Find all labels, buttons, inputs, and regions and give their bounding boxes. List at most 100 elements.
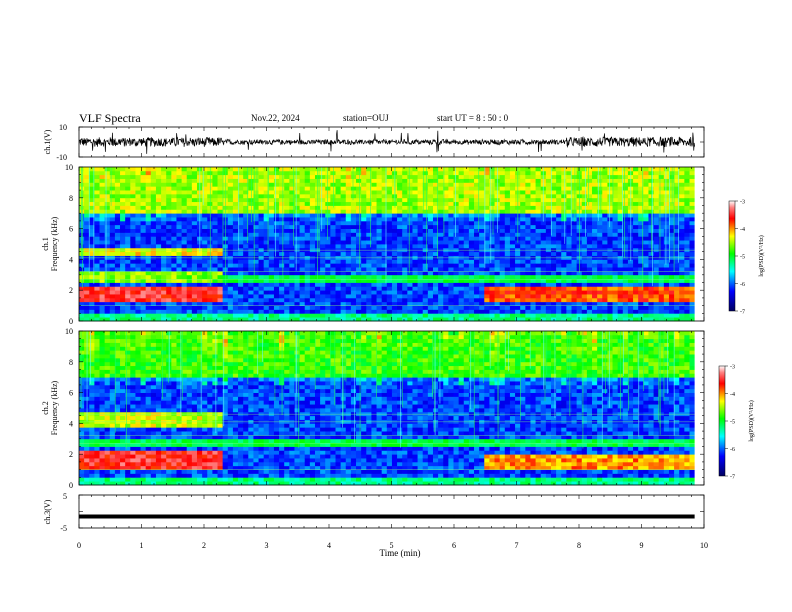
spectrogram-cell <box>232 317 239 322</box>
spectrogram-cell <box>622 174 629 179</box>
spectrogram-cell <box>253 317 259 322</box>
spectrogram-cell <box>294 251 300 256</box>
spectrogram-cell <box>340 270 347 276</box>
spectrogram-cell <box>279 290 285 295</box>
spectrogram-cell <box>309 197 316 203</box>
spectrogram-cell <box>109 236 116 241</box>
spectrogram-cell <box>597 228 603 233</box>
spectrogram-cell <box>607 167 613 172</box>
spectrogram-cell <box>140 209 147 214</box>
spectrogram-cell <box>427 278 434 283</box>
spectrogram-cell <box>633 301 639 306</box>
spectrogram-cell <box>586 232 593 237</box>
spectrogram-cell <box>566 290 572 295</box>
spectrogram-cell <box>479 317 485 322</box>
spectrogram-cell <box>638 301 644 306</box>
spectrogram-cell <box>402 244 408 249</box>
spectrogram-cell <box>592 270 598 276</box>
spectrogram-cell <box>504 170 511 176</box>
spectrogram-cell <box>453 197 460 203</box>
spectrogram-cell <box>427 182 434 187</box>
spectrogram-cell <box>212 259 218 264</box>
spectrogram-cell <box>171 270 177 276</box>
spectrogram-cell <box>330 201 336 206</box>
spectrogram-cell <box>330 267 336 272</box>
spectrogram-cell <box>617 267 624 272</box>
spectrogram-cell <box>432 244 439 249</box>
spectrogram-cell <box>474 170 480 176</box>
spectrogram-cell <box>155 201 162 206</box>
spectrogram-cell <box>479 278 485 283</box>
spectrogram-cell <box>258 270 265 276</box>
spectrogram-cell <box>479 220 485 226</box>
spectrogram-cell <box>202 270 208 276</box>
spectrogram-cell <box>581 170 588 176</box>
spectrogram-cell <box>94 178 100 183</box>
spectrogram-cell <box>340 213 347 218</box>
spectrogram-cell <box>566 201 572 206</box>
spectrogram-cell <box>643 305 649 310</box>
spectrogram-cell <box>448 294 454 299</box>
spectrogram-cell <box>155 217 162 222</box>
spectrogram-cell <box>407 251 413 256</box>
spectrogram-cell <box>89 190 95 195</box>
spectrogram-cell <box>448 186 454 191</box>
spectrogram-cell <box>376 178 383 183</box>
spectrogram-cell <box>484 197 490 203</box>
spectrogram-cell <box>140 205 147 210</box>
spectrogram-cell <box>94 282 100 287</box>
spectrogram-cell <box>633 290 639 295</box>
spectrogram-cell <box>130 193 136 199</box>
spectrogram-cell <box>304 209 311 214</box>
spectrogram-cell <box>648 286 654 291</box>
spectrogram-cell <box>679 282 685 287</box>
spectrogram-cell <box>350 290 357 295</box>
spectrogram-cell <box>617 313 624 318</box>
spectrogram-cell <box>633 209 639 214</box>
spectrogram-cell <box>504 244 511 249</box>
spectrogram-cell <box>417 240 424 245</box>
spectrogram-cell <box>89 294 95 299</box>
spectrogram-cell <box>422 236 429 241</box>
spectrogram-cell <box>89 174 95 179</box>
spectrogram-cell <box>402 197 408 203</box>
spectrogram-cell <box>443 267 449 272</box>
spectrogram-cell <box>422 244 429 249</box>
spectrogram-cell <box>597 282 603 287</box>
spectrogram-cell <box>238 297 244 303</box>
spectrogram-cell <box>104 224 111 229</box>
spectrogram-cell <box>617 209 624 214</box>
spectrogram-cell <box>253 209 259 214</box>
spectrogram-cell <box>633 294 639 299</box>
spectrogram-cell <box>397 220 403 226</box>
spectrogram-cell <box>566 317 572 322</box>
spectrogram-cell <box>284 259 290 264</box>
spectrogram-cell <box>458 170 465 176</box>
spectrogram-cell <box>612 186 619 191</box>
spectrogram-cell <box>161 263 167 268</box>
spectrogram-cell <box>253 297 259 303</box>
spectrogram-cell <box>633 170 639 176</box>
spectrogram-cell <box>135 244 141 249</box>
spectrogram-cell <box>325 220 331 226</box>
spectrogram-cell <box>633 263 639 268</box>
spectrogram-cell <box>253 228 259 233</box>
spectrogram-cell <box>299 232 306 237</box>
spectrogram-cell <box>438 301 444 306</box>
spectrogram-cell <box>515 286 521 291</box>
spectrogram-cell <box>125 278 131 283</box>
spectrogram-cell <box>309 282 316 287</box>
spectrogram-cell <box>238 313 244 318</box>
spectrogram-cell <box>561 278 567 283</box>
spectrogram-cell <box>525 251 531 256</box>
spectrogram-cell <box>120 209 126 214</box>
spectrogram-cell <box>309 278 316 283</box>
spectrogram-cell <box>376 244 383 249</box>
spectrogram-cell <box>653 297 660 303</box>
spectrogram-cell <box>294 278 300 283</box>
spectrogram-cell <box>330 240 336 245</box>
spectrogram-cell <box>463 186 470 191</box>
spectrogram-cell <box>581 167 588 172</box>
spectrogram-cell <box>438 201 444 206</box>
spectrogram-cell <box>155 209 162 214</box>
